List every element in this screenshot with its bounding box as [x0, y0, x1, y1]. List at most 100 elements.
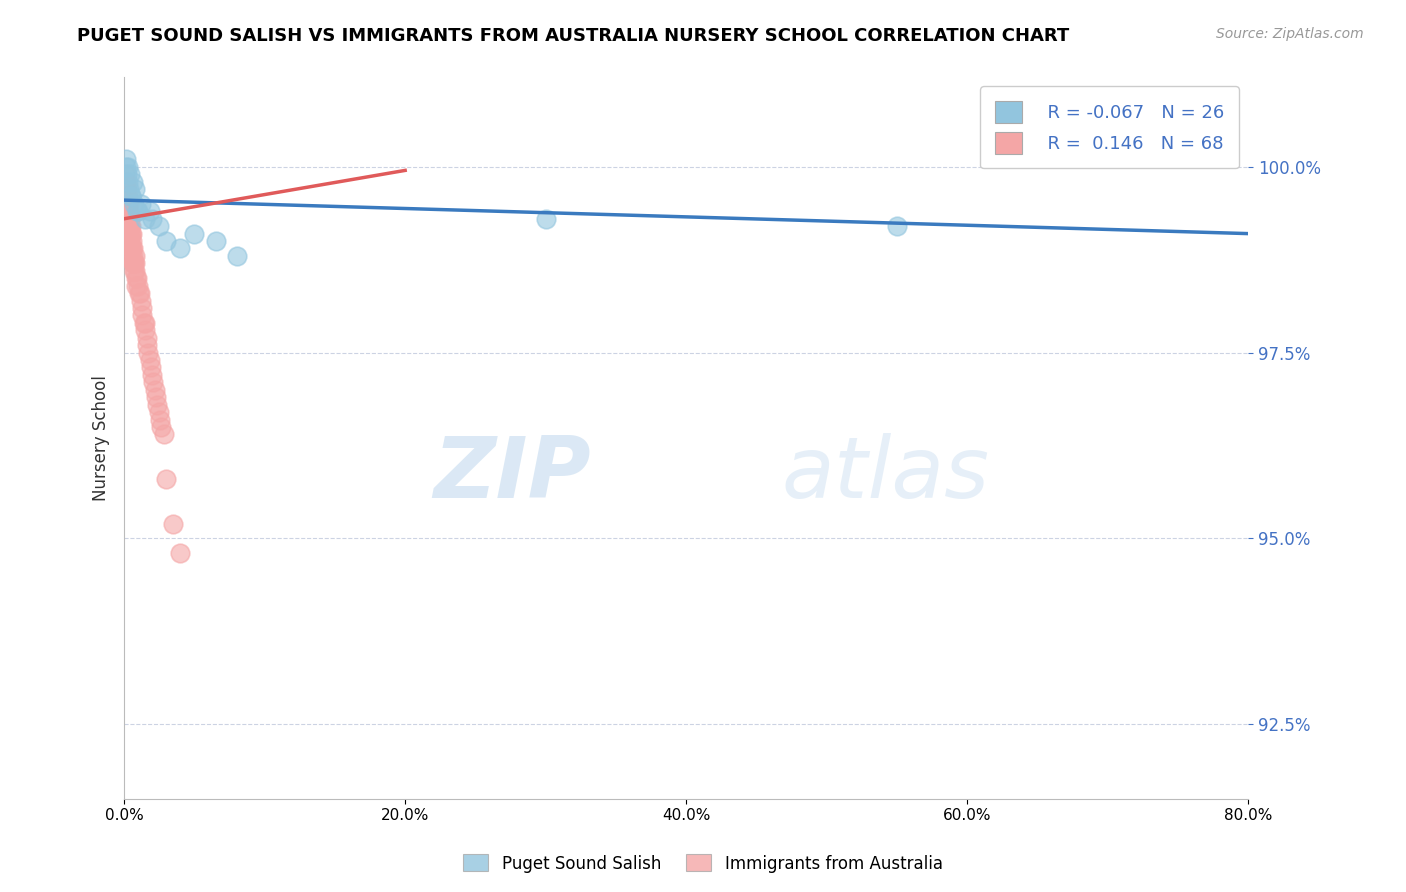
Point: [127, 204, 149, 219]
Text: PUGET SOUND SALISH VS IMMIGRANTS FROM AUSTRALIA NURSERY SCHOOL CORRELATION CHART: PUGET SOUND SALISH VS IMMIGRANTS FROM AU…: [77, 27, 1070, 45]
Point: [124, 264, 146, 278]
Point: [127, 278, 149, 293]
Point: [120, 219, 142, 234]
Point: [149, 420, 172, 434]
Point: [118, 197, 141, 211]
Point: [125, 271, 148, 285]
Point: [115, 182, 138, 196]
Point: [125, 278, 148, 293]
Point: [114, 160, 136, 174]
Legend: Puget Sound Salish, Immigrants from Australia: Puget Sound Salish, Immigrants from Aust…: [457, 847, 949, 880]
Point: [120, 242, 142, 256]
Point: [115, 197, 138, 211]
Point: [118, 182, 141, 196]
Point: [225, 249, 247, 263]
Point: [134, 323, 156, 337]
Point: [117, 197, 139, 211]
Point: [128, 286, 150, 301]
Point: [145, 398, 167, 412]
Point: [117, 189, 139, 203]
Point: [124, 249, 146, 263]
Point: [141, 211, 163, 226]
Point: [114, 167, 136, 181]
Point: [122, 197, 145, 211]
Point: [534, 211, 557, 226]
Point: [117, 204, 139, 219]
Point: [129, 197, 152, 211]
Point: [139, 353, 162, 368]
Point: [136, 345, 159, 359]
Y-axis label: Nursery School: Nursery School: [93, 376, 110, 501]
Point: [124, 182, 146, 196]
Point: [204, 234, 226, 248]
Point: [169, 546, 191, 560]
Point: [152, 427, 174, 442]
Point: [121, 175, 143, 189]
Point: [120, 189, 142, 203]
Point: [183, 227, 205, 241]
Point: [148, 219, 170, 234]
Point: [115, 167, 138, 181]
Point: [155, 234, 177, 248]
Point: [125, 204, 148, 219]
Point: [136, 331, 159, 345]
Point: [148, 405, 170, 419]
Point: [120, 189, 142, 203]
Point: [118, 204, 141, 219]
Point: [122, 264, 145, 278]
Point: [120, 219, 142, 234]
Point: [132, 316, 155, 330]
Point: [138, 204, 160, 219]
Point: [122, 249, 145, 263]
Point: [141, 368, 163, 382]
Point: [115, 189, 138, 203]
Point: [117, 160, 139, 174]
Text: atlas: atlas: [782, 433, 990, 516]
Point: [143, 383, 166, 397]
Point: [118, 227, 141, 241]
Point: [121, 242, 143, 256]
Point: [122, 256, 145, 270]
Point: [118, 219, 141, 234]
Point: [139, 360, 162, 375]
Point: [117, 211, 139, 226]
Point: [115, 204, 138, 219]
Point: [131, 309, 153, 323]
Point: [117, 175, 139, 189]
Point: [155, 472, 177, 486]
Point: [115, 153, 138, 167]
Text: Source: ZipAtlas.com: Source: ZipAtlas.com: [1216, 27, 1364, 41]
Point: [115, 189, 138, 203]
Point: [121, 256, 143, 270]
Point: [120, 227, 142, 241]
Point: [114, 182, 136, 196]
Point: [131, 301, 153, 315]
Point: [124, 256, 146, 270]
Point: [149, 412, 172, 426]
Point: [169, 242, 191, 256]
Point: [117, 197, 139, 211]
Point: [120, 234, 142, 248]
Point: [115, 175, 138, 189]
Point: [125, 271, 148, 285]
Point: [118, 211, 141, 226]
Point: [124, 256, 146, 270]
Point: [135, 338, 157, 352]
Point: [129, 293, 152, 308]
Point: [162, 516, 184, 531]
Point: [134, 211, 156, 226]
Point: [122, 242, 145, 256]
Point: [117, 182, 139, 196]
Point: [134, 316, 156, 330]
Point: [128, 286, 150, 301]
Point: [142, 376, 165, 390]
Point: [886, 219, 908, 234]
Point: [114, 175, 136, 189]
Point: [120, 249, 142, 263]
Text: ZIP: ZIP: [433, 433, 591, 516]
Point: [121, 227, 143, 241]
Point: [145, 390, 167, 404]
Point: [118, 167, 141, 181]
Legend:   R = -0.067   N = 26,   R =  0.146   N = 68: R = -0.067 N = 26, R = 0.146 N = 68: [980, 87, 1239, 169]
Point: [121, 234, 143, 248]
